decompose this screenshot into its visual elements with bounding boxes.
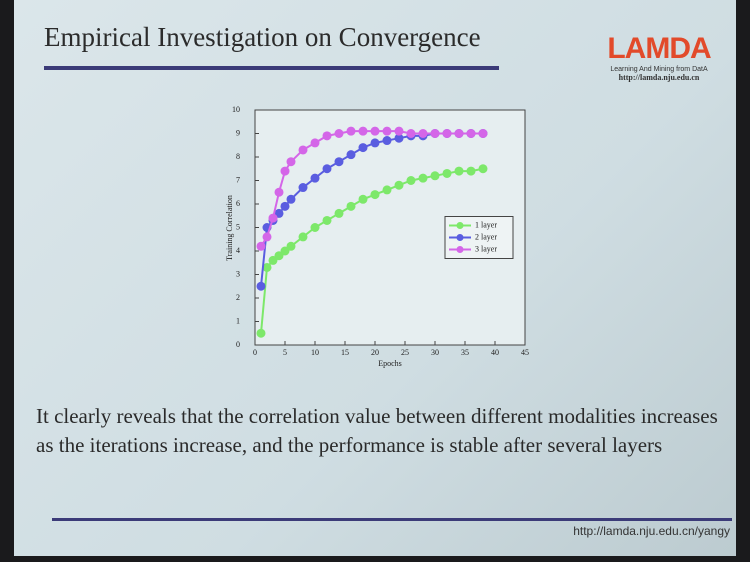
y-tick-label: 5 [236, 222, 240, 231]
marker [286, 157, 296, 167]
x-tick-label: 30 [431, 348, 439, 357]
x-tick-label: 0 [253, 348, 257, 357]
marker [334, 129, 344, 138]
marker [298, 183, 308, 193]
marker [310, 223, 320, 232]
marker [286, 241, 296, 251]
slide-title: Empirical Investigation on Convergence [44, 22, 481, 52]
marker [430, 129, 440, 138]
y-tick-label: 4 [236, 246, 240, 255]
marker [442, 168, 452, 178]
marker [370, 138, 380, 148]
marker [394, 126, 404, 136]
y-tick-label: 9 [236, 128, 240, 137]
legend-label: 3 layer [475, 244, 497, 253]
marker [466, 166, 476, 176]
legend-marker [456, 222, 464, 229]
x-tick-label: 5 [283, 348, 287, 357]
marker [370, 126, 380, 136]
logo-url: http://lamda.nju.edu.cn [618, 73, 700, 82]
marker [358, 194, 368, 204]
marker [346, 201, 356, 211]
marker [346, 150, 356, 160]
marker [358, 143, 368, 153]
x-tick-label: 35 [461, 348, 469, 357]
x-tick-label: 15 [341, 348, 349, 357]
x-tick-label: 25 [401, 348, 409, 357]
legend-marker [456, 234, 464, 241]
marker [430, 171, 440, 181]
marker [310, 173, 320, 183]
y-tick-label: 3 [236, 269, 240, 278]
y-tick-label: 8 [236, 152, 240, 161]
y-tick-label: 7 [236, 175, 240, 184]
marker [466, 129, 476, 138]
legend-marker [456, 246, 464, 253]
marker [256, 241, 266, 251]
y-tick-label: 0 [236, 340, 240, 349]
marker [274, 187, 284, 197]
marker [406, 129, 416, 138]
body-text: It clearly reveals that the correlation … [36, 404, 718, 457]
marker [322, 131, 332, 141]
marker [382, 136, 392, 146]
marker [298, 232, 308, 242]
y-axis-label: Training Correlation [225, 195, 234, 261]
marker [346, 126, 356, 136]
marker [280, 201, 290, 211]
logo: LAMDA Learning And Mining from DatA http… [594, 32, 724, 82]
title-rule [44, 66, 499, 70]
series-line [260, 130, 483, 247]
marker [280, 166, 290, 176]
marker [394, 180, 404, 190]
legend-label: 1 layer [475, 220, 497, 229]
marker [454, 129, 464, 138]
y-tick-label: 2 [236, 293, 240, 302]
marker [310, 138, 320, 148]
marker [442, 129, 452, 138]
marker [286, 194, 296, 204]
marker [256, 328, 266, 338]
marker [382, 126, 392, 136]
x-tick-label: 45 [521, 348, 529, 357]
marker [454, 166, 464, 176]
marker [358, 126, 368, 136]
logo-subtitle: Learning And Mining from DatA [610, 66, 708, 73]
marker [322, 164, 332, 174]
footer-url: http://lamda.nju.edu.cn/yangy [573, 524, 730, 538]
marker [370, 190, 380, 200]
marker [298, 145, 308, 155]
x-tick-label: 10 [311, 348, 319, 357]
marker [478, 129, 488, 138]
x-tick-label: 40 [491, 348, 499, 357]
slide: Empirical Investigation on Convergence L… [14, 0, 736, 556]
y-tick-label: 6 [236, 199, 240, 208]
marker [268, 213, 278, 223]
logo-name: LAMDA [607, 32, 711, 65]
marker [418, 129, 428, 138]
marker [382, 185, 392, 195]
footer-rule [52, 518, 732, 521]
marker [406, 176, 416, 185]
marker [262, 232, 272, 242]
marker [262, 262, 272, 272]
x-axis-label: Epochs [378, 359, 402, 368]
marker [394, 133, 404, 143]
marker [256, 281, 266, 291]
marker [334, 208, 344, 218]
marker [322, 215, 332, 225]
x-tick-label: 20 [371, 348, 379, 357]
marker [478, 164, 488, 174]
y-tick-label: 1 [236, 316, 240, 325]
marker [334, 157, 344, 167]
marker [418, 173, 428, 183]
y-tick-label: 10 [232, 105, 240, 114]
legend-label: 2 layer [475, 232, 497, 241]
